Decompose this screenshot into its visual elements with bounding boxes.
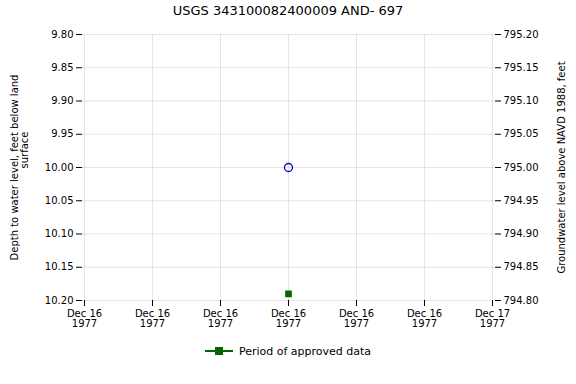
svg-text:795.05: 795.05 — [504, 128, 539, 139]
svg-text:10.20: 10.20 — [45, 295, 74, 306]
svg-text:9.90: 9.90 — [51, 95, 73, 106]
svg-text:10.15: 10.15 — [45, 261, 74, 272]
html-text:Period of approved data: Period of approved data — [238, 344, 372, 358]
svg-text:10.10: 10.10 — [45, 228, 74, 239]
svg-text:Dec 161977: Dec 161977 — [135, 308, 170, 329]
html-text:USGS 343100082400009 AND- 697: USGS 343100082400009 AND- 697 — [172, 3, 404, 18]
svg-text:10.05: 10.05 — [45, 195, 74, 206]
svg-text:795.20: 795.20 — [504, 29, 539, 40]
svg-text:Groundwater level above NAVD 1: Groundwater level above NAVD 1988, feet — [556, 61, 567, 273]
svg-text:794.90: 794.90 — [504, 228, 539, 239]
svg-text:795.00: 795.00 — [504, 162, 539, 173]
svg-text:795.15: 795.15 — [504, 62, 539, 73]
svg-text:794.95: 794.95 — [504, 195, 539, 206]
svg-text:795.10: 795.10 — [504, 95, 539, 106]
svg-text:9.85: 9.85 — [51, 62, 73, 73]
svg-text:794.85: 794.85 — [504, 261, 539, 272]
svg-text:Dec 161977: Dec 161977 — [271, 308, 306, 329]
svg-text:9.80: 9.80 — [51, 29, 73, 40]
svg-text:Dec 161977: Dec 161977 — [407, 308, 442, 329]
svg-text:9.95: 9.95 — [51, 128, 73, 139]
svg-text:Dec 161977: Dec 161977 — [203, 308, 238, 329]
svg-text:Dec 171977: Dec 171977 — [475, 308, 510, 329]
svg-text:794.80: 794.80 — [504, 295, 539, 306]
svg-text:Dec 161977: Dec 161977 — [339, 308, 374, 329]
svg-text:Depth to water level, feet bel: Depth to water level, feet below land su… — [9, 75, 30, 261]
svg-text:10.00: 10.00 — [45, 162, 74, 173]
svg-text:Dec 161977: Dec 161977 — [67, 308, 102, 329]
